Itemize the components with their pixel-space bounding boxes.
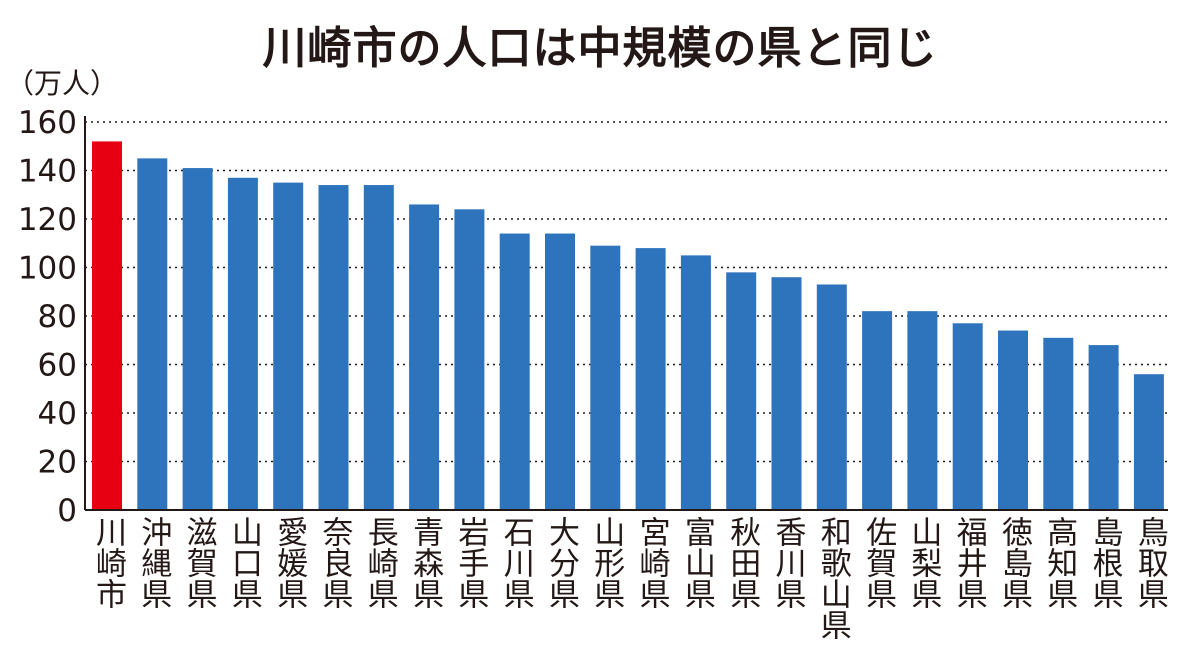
x-tick-label: 福井県 bbox=[950, 516, 987, 609]
x-tick-label: 奈良県 bbox=[316, 516, 353, 609]
x-tick-label: 大分県 bbox=[543, 516, 579, 609]
x-tick-label: 岩手県 bbox=[452, 516, 489, 609]
bar-22 bbox=[1088, 345, 1119, 510]
x-tick-label: 和歌山県 bbox=[814, 516, 851, 640]
bar-16 bbox=[816, 284, 847, 510]
bar-14 bbox=[726, 272, 757, 510]
x-tick-label: 鳥取県 bbox=[1131, 516, 1168, 609]
y-tick-label: 20 bbox=[38, 445, 77, 481]
bar-13 bbox=[680, 255, 711, 510]
bar-8 bbox=[454, 209, 485, 511]
y-axis-unit-label: （万人） bbox=[6, 67, 119, 100]
bar-2 bbox=[182, 168, 213, 510]
bar-23 bbox=[1133, 374, 1164, 510]
x-tick-label: 川崎市 bbox=[90, 516, 126, 609]
bar-1 bbox=[137, 158, 168, 510]
x-tick-label: 青森県 bbox=[407, 516, 444, 609]
bar-15 bbox=[771, 277, 802, 510]
y-tick-label: 160 bbox=[18, 105, 77, 141]
x-tick-label: 宮崎県 bbox=[633, 516, 670, 609]
x-tick-label: 愛媛県 bbox=[271, 516, 308, 609]
x-tick-label: 沖縄県 bbox=[135, 516, 172, 609]
bar-9 bbox=[499, 233, 530, 511]
y-tick-label: 0 bbox=[57, 493, 77, 529]
x-tick-label: 島根県 bbox=[1086, 516, 1123, 609]
x-tick-label: 滋賀県 bbox=[180, 516, 217, 609]
bar-3 bbox=[227, 177, 258, 510]
x-tick-label: 山形県 bbox=[588, 516, 625, 609]
bar-11 bbox=[590, 245, 621, 511]
y-tick-label: 140 bbox=[18, 154, 77, 190]
x-tick-label: 山口県 bbox=[225, 516, 262, 609]
x-tick-label: 高知県 bbox=[1041, 516, 1078, 609]
y-tick-label: 100 bbox=[18, 251, 77, 287]
y-tick-label: 80 bbox=[38, 299, 77, 335]
x-tick-label: 石川県 bbox=[497, 516, 534, 609]
bar-12 bbox=[635, 248, 666, 510]
bar-19 bbox=[952, 323, 983, 510]
x-tick-label: 香川県 bbox=[769, 516, 806, 609]
bar-10 bbox=[545, 233, 575, 511]
x-tick-label: 秋田県 bbox=[724, 516, 761, 609]
y-tick-label: 40 bbox=[38, 396, 77, 432]
bar-5 bbox=[318, 185, 349, 511]
bar-6 bbox=[363, 185, 394, 511]
bar-18 bbox=[907, 311, 938, 510]
bar-21 bbox=[1043, 337, 1074, 510]
bar-20 bbox=[998, 330, 1028, 510]
x-tick-label: 長崎県 bbox=[361, 516, 398, 609]
y-tick-label: 60 bbox=[38, 348, 77, 384]
bar-4 bbox=[273, 182, 304, 510]
bar-7 bbox=[409, 204, 440, 510]
x-tick-label: 徳島県 bbox=[996, 516, 1032, 609]
bar-17 bbox=[862, 311, 893, 510]
y-tick-label: 120 bbox=[18, 202, 77, 238]
bar-0 bbox=[92, 141, 122, 510]
chart-title: 川崎市の人口は中規模の県と同じ bbox=[262, 23, 938, 74]
x-tick-label: 佐賀県 bbox=[860, 516, 897, 609]
x-tick-label: 富山県 bbox=[678, 516, 715, 609]
x-tick-label: 山梨県 bbox=[905, 516, 942, 609]
